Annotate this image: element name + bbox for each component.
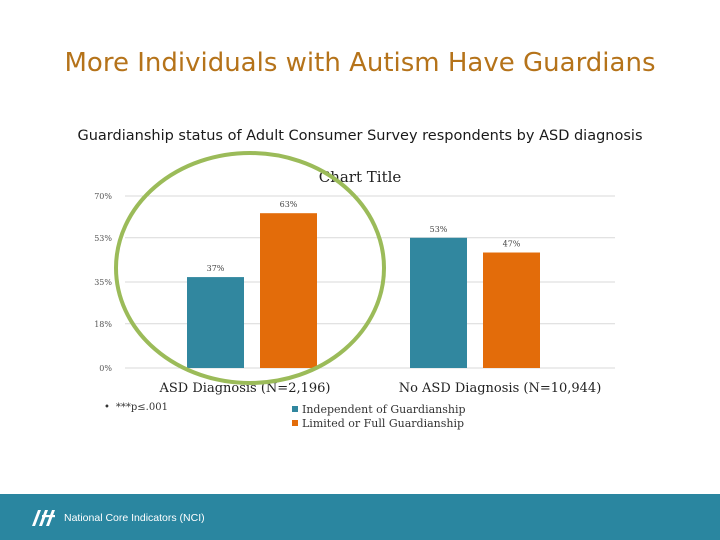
data-label: 63% bbox=[280, 200, 298, 209]
footnote-text: ***p≤.001 bbox=[115, 402, 168, 413]
data-label: 37% bbox=[207, 264, 225, 273]
footer-text: National Core Indicators (NCI) bbox=[64, 512, 205, 524]
legend-label-limited: Limited or Full Guardianship bbox=[302, 416, 465, 430]
legend-swatch-independent bbox=[292, 406, 298, 412]
data-label: 53% bbox=[430, 225, 448, 234]
chart-legend: Independent of Guardianship Limited or F… bbox=[292, 402, 466, 430]
bullet-icon: • bbox=[104, 402, 110, 413]
y-tick-label: 18% bbox=[94, 320, 112, 329]
data-label: 47% bbox=[503, 240, 521, 249]
bar bbox=[187, 277, 244, 368]
bar bbox=[260, 213, 317, 368]
y-tick-label: 0% bbox=[99, 364, 112, 373]
bar bbox=[483, 252, 540, 368]
y-tick-label: 70% bbox=[94, 192, 112, 201]
nci-logo-icon bbox=[32, 510, 55, 526]
slide-title: More Individuals with Autism Have Guardi… bbox=[64, 48, 656, 78]
x-category-label: No ASD Diagnosis (N=10,944) bbox=[399, 381, 602, 396]
chart-subtitle: Guardianship status of Adult Consumer Su… bbox=[77, 128, 643, 144]
legend-item-limited: Limited or Full Guardianship bbox=[292, 416, 466, 430]
highlight-ellipse bbox=[114, 151, 386, 385]
y-tick-label: 35% bbox=[94, 278, 112, 287]
legend-label-independent: Independent of Guardianship bbox=[302, 402, 466, 416]
x-category-label: ASD Diagnosis (N=2,196) bbox=[159, 381, 331, 396]
legend-swatch-limited bbox=[292, 420, 298, 426]
footer-bar: National Core Indicators (NCI) bbox=[0, 494, 720, 540]
footnote: • ***p≤.001 bbox=[104, 402, 168, 413]
y-tick-label: 53% bbox=[94, 234, 112, 243]
legend-item-independent: Independent of Guardianship bbox=[292, 402, 466, 416]
bar bbox=[410, 237, 467, 368]
